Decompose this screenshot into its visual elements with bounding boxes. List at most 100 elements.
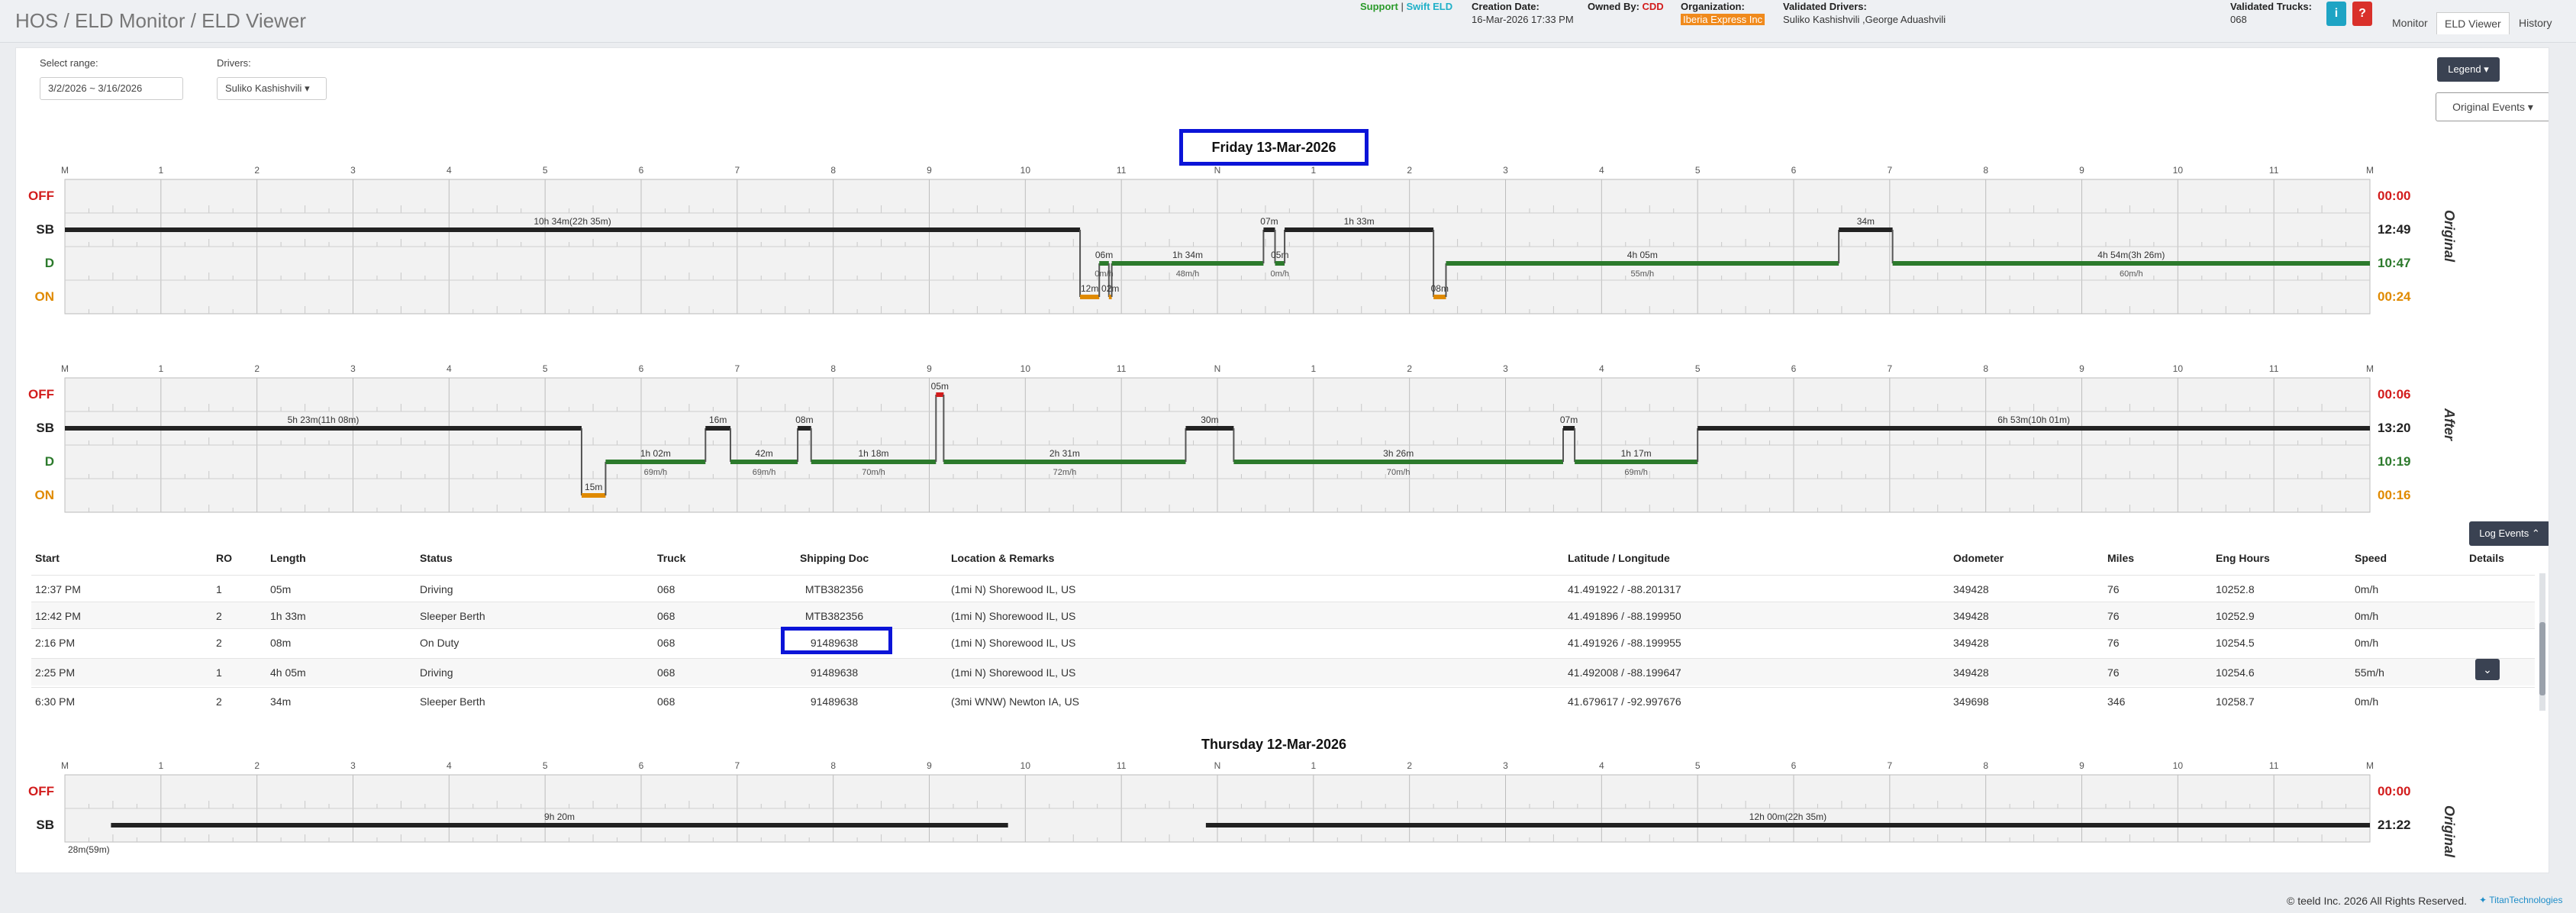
hour-tick-label: 11 bbox=[2269, 363, 2279, 374]
segment-duration-label: 6h 53m(10h 01m) bbox=[1997, 415, 2070, 425]
hour-tick-label: 6 bbox=[639, 760, 644, 771]
chart-svg: M 1 2 3 4 5 6 7 8 9 10 11 N 1 2 3 4 5 6 7 8 9 10 11 M 5h 23m(11h … bbox=[61, 363, 2374, 513]
table-cell: 068 bbox=[657, 610, 675, 622]
table-cell: Sleeper Berth bbox=[420, 695, 485, 708]
hour-tick-label: 2 bbox=[254, 363, 260, 374]
help-icon[interactable]: ? bbox=[2352, 2, 2372, 26]
hour-tick-label: 9 bbox=[927, 165, 932, 176]
chart-side-label: Original bbox=[2442, 805, 2457, 858]
hour-tick-label: M bbox=[2366, 760, 2374, 771]
table-cell: 068 bbox=[657, 583, 675, 595]
hour-tick-label: 7 bbox=[734, 760, 740, 771]
table-row[interactable]: 6:30 PM 2 34m Sleeper Berth 068 91489638 (3mi … bbox=[31, 687, 2535, 715]
after-log-chart: M 1 2 3 4 5 6 7 8 9 10 11 N 1 2 3 4 5 6 7 8 9 10 11 M 5h 23m(11h … bbox=[16, 361, 2549, 537]
table-cell: 068 bbox=[657, 637, 675, 649]
table-row[interactable]: 12:37 PM 1 05m Driving 068 MTB382356 (1mi N) S… bbox=[31, 575, 2535, 602]
segment-duration-label: 07m bbox=[1560, 415, 1578, 425]
info-icon[interactable]: i bbox=[2326, 2, 2346, 26]
hour-tick-label: 8 bbox=[1983, 760, 1988, 771]
day-title-thursday: Thursday 12-Mar-2026 bbox=[1201, 737, 1347, 752]
organization-badge: Iberia Express Inc bbox=[1681, 14, 1765, 25]
table-cell: MTB382356 bbox=[804, 610, 864, 622]
tab-monitor[interactable]: Monitor bbox=[2392, 17, 2428, 29]
log-events-button[interactable]: Log Events ⌃ bbox=[2469, 521, 2549, 546]
day-title-friday: Friday 13-Mar-2026 bbox=[1211, 140, 1336, 155]
col-ro: RO bbox=[216, 552, 232, 564]
hour-tick-label: 9 bbox=[2079, 363, 2084, 374]
col-lat-long: Latitude / Longitude bbox=[1568, 552, 1670, 564]
segment-duration-label: 07m bbox=[1260, 216, 1278, 227]
table-cell: 91489638 bbox=[810, 666, 859, 679]
table-cell: 068 bbox=[657, 666, 675, 679]
provider-link[interactable]: Swift ELD bbox=[1406, 1, 1453, 12]
legend-button[interactable]: Legend ▾ bbox=[2437, 57, 2500, 82]
col-speed: Speed bbox=[2355, 552, 2387, 564]
hour-tick-label: N bbox=[1214, 363, 1221, 374]
hour-tick-label: M bbox=[61, 165, 69, 176]
hour-tick-label: N bbox=[1214, 760, 1221, 771]
hour-tick-label: 1 bbox=[1311, 165, 1316, 176]
table-cell: (1mi N) Shorewood IL, US bbox=[951, 666, 1076, 679]
chart-side-label: Original bbox=[2442, 210, 2457, 263]
segment-duration-label: 1h 34m bbox=[1172, 250, 1203, 260]
table-cell: 12:37 PM bbox=[35, 583, 81, 595]
table-row[interactable]: 12:42 PM 2 1h 33m Sleeper Berth 068 MTB382356… bbox=[31, 602, 2535, 629]
hour-tick-label: 10 bbox=[1020, 760, 1031, 771]
status-total-sb: 21:22 bbox=[2378, 818, 2411, 832]
table-cell: 349428 bbox=[1953, 666, 1989, 679]
segment-duration-label: 4h 05m bbox=[1627, 250, 1658, 260]
hour-tick-label: 6 bbox=[639, 165, 644, 176]
segment-speed-label: 72m/h bbox=[1053, 468, 1077, 477]
status-label-off: OFF bbox=[28, 784, 54, 798]
hour-tick-label: 2 bbox=[1407, 363, 1412, 374]
top-bar: HOS / ELD Monitor / ELD Viewer Support |… bbox=[0, 0, 2576, 43]
driver-select[interactable]: Suliko Kashishvili ▾ bbox=[217, 77, 327, 100]
segment-speed-label: 69m/h bbox=[1624, 468, 1648, 477]
date-range-input[interactable]: 3/2/2026 ~ 3/16/2026 bbox=[40, 77, 183, 100]
segment-duration-label: 15m bbox=[585, 482, 602, 492]
hour-tick-label: 8 bbox=[830, 165, 836, 176]
tab-history[interactable]: History bbox=[2519, 17, 2552, 29]
col-shipping-doc: Shipping Doc bbox=[800, 552, 869, 564]
support-link[interactable]: Support bbox=[1360, 1, 1398, 12]
col-location: Location & Remarks bbox=[951, 552, 1055, 564]
original-events-select[interactable]: Original Events ▾ bbox=[2436, 92, 2549, 121]
table-cell: 1 bbox=[216, 666, 222, 679]
hour-tick-label: 10 bbox=[1020, 165, 1031, 176]
hour-tick-label: M bbox=[61, 760, 69, 771]
segment-duration-label: 05m bbox=[1271, 250, 1288, 260]
status-label-on: ON bbox=[34, 488, 55, 502]
hour-tick-label: 6 bbox=[1791, 363, 1797, 374]
table-cell: 1h 33m bbox=[270, 610, 306, 622]
hour-tick-label: 8 bbox=[1983, 363, 1988, 374]
support-info: Support | Swift ELD bbox=[1360, 1, 1453, 12]
col-details: Details bbox=[2469, 552, 2504, 564]
hour-tick-label: 7 bbox=[734, 363, 740, 374]
status-total-on: 00:16 bbox=[2378, 488, 2411, 502]
validated-drivers: Validated Drivers: Suliko Kashishvili ,Ge… bbox=[1783, 1, 1946, 25]
table-cell: 55m/h bbox=[2355, 666, 2384, 679]
hour-tick-label: 11 bbox=[2269, 760, 2279, 771]
status-label-on: ON bbox=[34, 289, 55, 304]
table-cell: 76 bbox=[2107, 583, 2120, 595]
thursday-log-chart: M 1 2 3 4 5 6 7 8 9 10 11 N 1 2 3 4 5 6 7 8 9 10 11 M 9h 20m 12h 0… bbox=[16, 758, 2549, 873]
table-row[interactable]: 2:25 PM 1 4h 05m Driving 068 91489638 (1mi N) … bbox=[31, 658, 2535, 686]
table-cell: Sleeper Berth bbox=[420, 610, 485, 622]
hour-tick-label: 7 bbox=[734, 165, 740, 176]
hour-tick-label: 10 bbox=[2173, 760, 2184, 771]
table-cell: 91489638 bbox=[810, 637, 859, 649]
tab-eld-viewer[interactable]: ELD Viewer bbox=[2436, 12, 2510, 34]
table-scrollbar-thumb[interactable] bbox=[2539, 622, 2545, 695]
hour-tick-label: 5 bbox=[1695, 363, 1701, 374]
hour-tick-label: 3 bbox=[1503, 760, 1508, 771]
table-row[interactable]: 2:16 PM 2 08m On Duty 068 91489638 (1mi N) Sho… bbox=[31, 628, 2535, 656]
breadcrumb: HOS / ELD Monitor / ELD Viewer bbox=[15, 9, 306, 32]
hour-tick-label: 2 bbox=[1407, 165, 1412, 176]
table-cell: 068 bbox=[657, 695, 675, 708]
col-length: Length bbox=[270, 552, 306, 564]
status-label-sb: SB bbox=[36, 421, 54, 435]
segment-duration-label: 10h 34m(22h 35m) bbox=[534, 216, 611, 227]
hour-tick-label: 11 bbox=[1117, 760, 1127, 771]
expand-details-button[interactable]: ⌄ bbox=[2475, 659, 2500, 680]
col-eng-hours: Eng Hours bbox=[2216, 552, 2270, 564]
